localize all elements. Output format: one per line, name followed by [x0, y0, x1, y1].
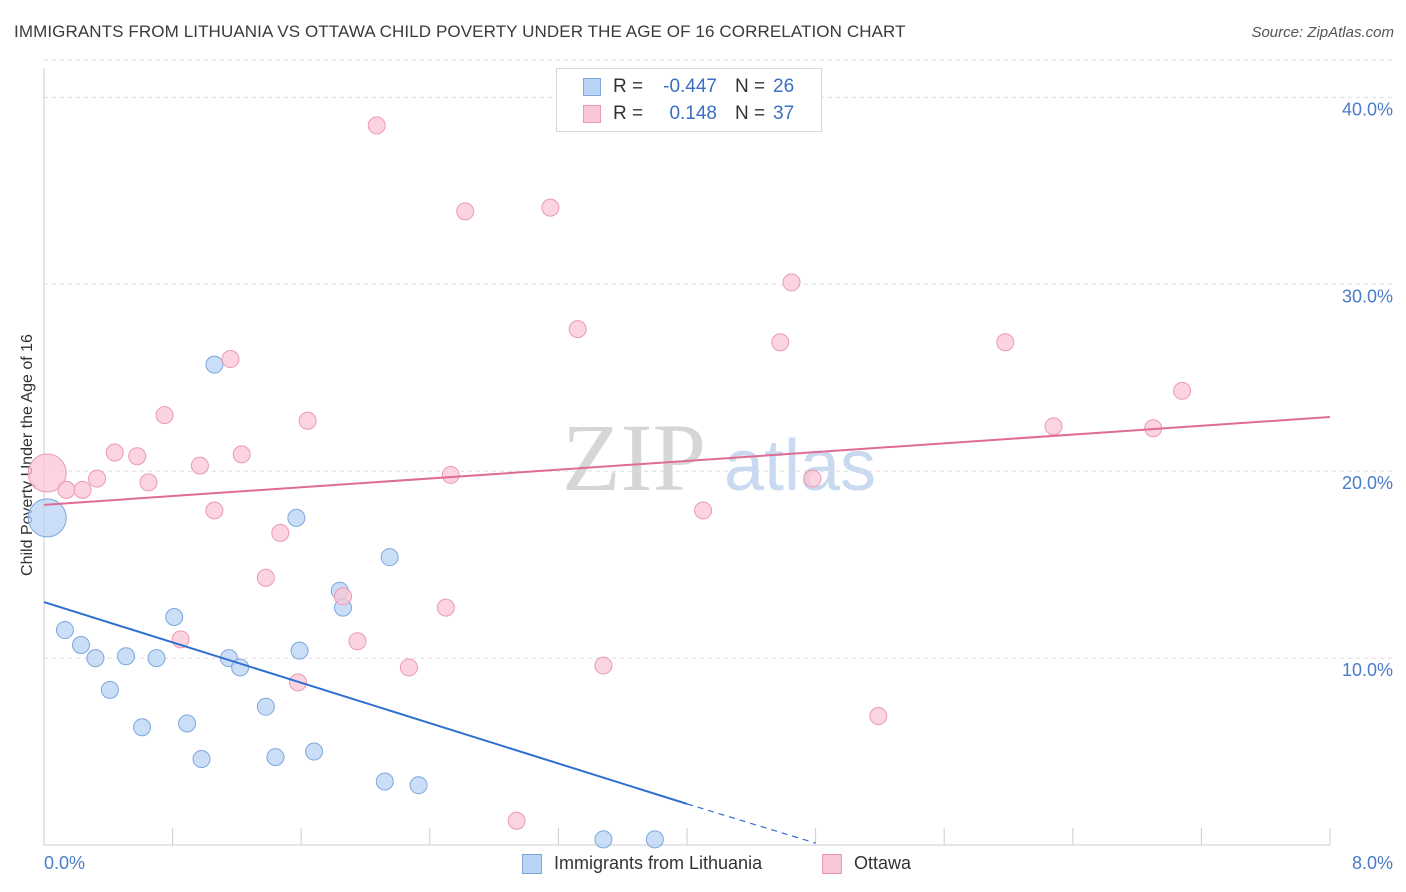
chart-title: IMMIGRANTS FROM LITHUANIA VS OTTAWA CHIL… [14, 22, 906, 41]
ottawa-point [232, 445, 251, 464]
ottawa-trend-line [43, 415, 1331, 506]
ottawa-point [205, 501, 224, 520]
ottawa-point [507, 811, 526, 830]
lithuania-point [305, 742, 324, 761]
lithuania-point [55, 621, 74, 640]
lithuania-point [71, 636, 90, 655]
ottawa-point [1173, 381, 1192, 400]
r-label: R = [613, 76, 644, 97]
ottawa-point [105, 443, 124, 462]
lithuania-point [645, 830, 664, 849]
x-tick-label: 8.0% [1352, 853, 1393, 873]
lithuania-point [205, 355, 224, 374]
ottawa-point [155, 406, 174, 425]
source-credit: Source: ZipAtlas.com [1251, 24, 1394, 41]
stats-row-ottawa: R = 0.148 N = 37 [557, 101, 821, 127]
pink-swatch-icon [583, 105, 601, 123]
legend-item-lithuania[interactable]: Immigrants from Lithuania [522, 852, 802, 876]
lithuania-point [147, 649, 166, 668]
ottawa-point [221, 350, 240, 369]
ottawa-point [27, 453, 67, 493]
watermark-atlas: atlas [724, 426, 876, 506]
ottawa-point [1044, 417, 1063, 436]
ottawa-point [456, 202, 475, 221]
ottawa-point [541, 198, 560, 217]
ottawa-point [88, 469, 107, 488]
r-value: -0.447 [663, 76, 717, 97]
ottawa-point [869, 707, 888, 726]
lithuania-point [27, 498, 67, 538]
x-tick-label: 0.0% [44, 853, 85, 873]
lithuania-point [165, 607, 184, 626]
ottawa-point [348, 632, 367, 651]
y-tick-label: 20.0% [1342, 473, 1393, 493]
blue-swatch-icon [583, 78, 601, 96]
y-tick-label: 10.0% [1342, 660, 1393, 680]
lithuania-point [287, 508, 306, 527]
ottawa-point [57, 480, 76, 499]
ottawa-point [803, 469, 822, 488]
ottawa-point [594, 656, 613, 675]
lithuania-point [409, 776, 428, 795]
lithuania-point [266, 748, 285, 767]
legend-label: Immigrants from Lithuania [554, 853, 763, 873]
n-label: N = [735, 103, 766, 124]
ottawa-point [694, 501, 713, 520]
y-tick-label: 40.0% [1342, 99, 1393, 119]
n-value: 37 [773, 103, 795, 124]
lithuania-point [133, 718, 152, 737]
ottawa-point [128, 447, 147, 466]
n-value: 26 [773, 76, 795, 97]
lithuania-trend-extension [686, 803, 816, 844]
lithuania-point [192, 750, 211, 769]
pink-swatch-icon [822, 854, 842, 874]
ottawa-point [333, 587, 352, 606]
ottawa-point [73, 480, 92, 499]
lithuania-point [100, 680, 119, 699]
r-value: 0.148 [669, 103, 717, 124]
ottawa-point [568, 320, 587, 339]
lithuania-point [380, 548, 399, 567]
ottawa-point [256, 568, 275, 587]
legend-label: Ottawa [854, 853, 912, 873]
ottawa-point [139, 473, 158, 492]
lithuania-point [86, 649, 105, 668]
lithuania-trend-line [43, 601, 688, 805]
r-label: R = [613, 103, 644, 124]
lithuania-point [290, 641, 309, 660]
lithuania-point [178, 714, 197, 733]
lithuania-point [256, 697, 275, 716]
legend-item-ottawa[interactable]: Ottawa [822, 852, 942, 876]
ottawa-point [399, 658, 418, 677]
y-tick-label: 30.0% [1342, 286, 1393, 306]
watermark-zip: ZIP [562, 404, 706, 511]
blue-swatch-icon [522, 854, 542, 874]
lithuania-point [594, 830, 613, 849]
ottawa-point [441, 465, 460, 484]
lithuania-point [116, 647, 135, 666]
stats-box: R = -0.447 N = 26 R = 0.148 N = 37 [556, 68, 822, 132]
ottawa-point [367, 116, 386, 135]
ottawa-point [771, 333, 790, 352]
ottawa-point [271, 523, 290, 542]
stats-row-lithuania: R = -0.447 N = 26 [557, 74, 821, 100]
n-label: N = [735, 76, 766, 97]
ottawa-point [996, 333, 1015, 352]
lithuania-point [375, 772, 394, 791]
ottawa-point [782, 273, 801, 292]
ottawa-point [298, 411, 317, 430]
ottawa-point [190, 456, 209, 475]
ottawa-point [436, 598, 455, 617]
